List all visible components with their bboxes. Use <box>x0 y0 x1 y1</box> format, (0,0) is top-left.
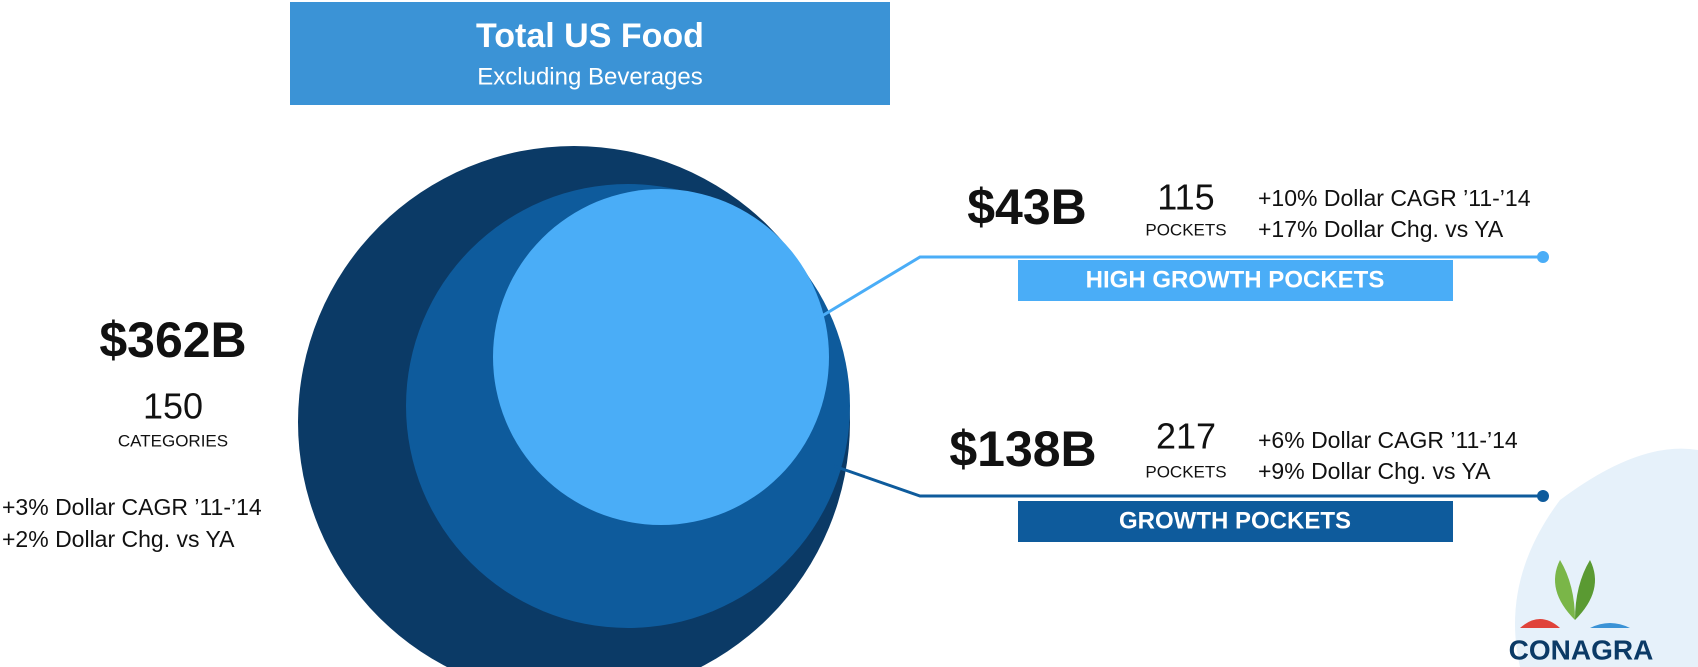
total-count: 150 <box>143 386 203 427</box>
total-stat: +2% Dollar Chg. vs YA <box>2 526 235 552</box>
header-subtitle: Excluding Beverages <box>477 63 702 90</box>
header-title: Total US Food <box>476 17 704 55</box>
segment-label: GROWTH POCKETS <box>1119 507 1351 534</box>
segment-count: 115 <box>1157 177 1214 218</box>
logo-icon <box>1520 560 1630 628</box>
logo-text: CONAGRA <box>1509 634 1654 665</box>
segment-label-box <box>1018 260 1453 301</box>
segment-label-box <box>1018 501 1453 542</box>
segment-stat: +6% Dollar CAGR ’11-’14 <box>1258 427 1518 453</box>
total-stat: +3% Dollar CAGR ’11-’14 <box>2 494 262 520</box>
connector-dot <box>1537 490 1549 502</box>
connector-line <box>833 464 1543 498</box>
background-wash <box>1515 448 1698 667</box>
inner-circle <box>493 189 829 525</box>
segment-count-label: POCKETS <box>1145 220 1226 239</box>
segment-label: HIGH GROWTH POCKETS <box>1086 266 1385 293</box>
total-count-label: CATEGORIES <box>118 431 228 450</box>
header-box <box>290 2 890 105</box>
connector-line <box>806 255 1543 327</box>
segment-stat: +17% Dollar Chg. vs YA <box>1258 216 1504 242</box>
segment-stat: +10% Dollar CAGR ’11-’14 <box>1258 185 1531 211</box>
segment-value: $138B <box>949 421 1096 477</box>
total-value: $362B <box>99 312 246 368</box>
connector-dot <box>1537 251 1549 263</box>
segment-count: 217 <box>1156 416 1216 457</box>
segment-value: $43B <box>967 179 1087 235</box>
segment-stat: +9% Dollar Chg. vs YA <box>1258 458 1491 484</box>
segment-count-label: POCKETS <box>1145 462 1226 481</box>
